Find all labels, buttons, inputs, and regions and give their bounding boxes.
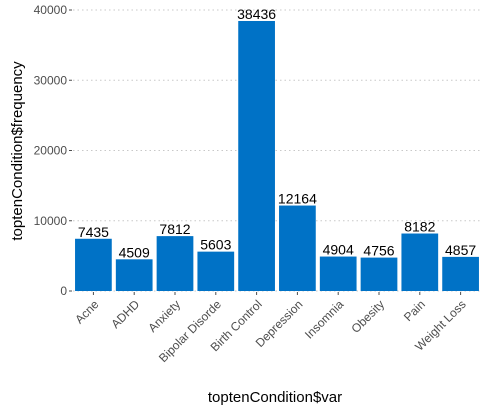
bars <box>75 20 479 292</box>
data-label: 4904 <box>323 242 354 258</box>
bar-adhd <box>115 259 153 291</box>
data-label: 5603 <box>200 237 231 253</box>
x-tick-label: Pain <box>401 297 428 324</box>
data-label: 12164 <box>278 191 317 207</box>
x-tick-label: ADHD <box>108 297 142 331</box>
y-tick-label: 20000 <box>34 144 68 158</box>
bar-acne <box>75 238 112 291</box>
data-label: 38436 <box>237 6 276 22</box>
x-tick-label: Anxiety <box>145 297 183 335</box>
y-tick-label: 40000 <box>34 3 68 17</box>
bar-depression <box>279 205 316 291</box>
x-tick-label: Acne <box>72 297 101 326</box>
x-tick-label: Insomnia <box>302 297 347 342</box>
y-axis-ticks: 0 10000 20000 30000 40000 <box>34 3 72 298</box>
bar-bipolar-disorde <box>197 251 235 291</box>
data-label: 8182 <box>404 219 435 235</box>
data-labels: 7435 4509 7812 5603 38436 12164 4904 4756 8182 48… <box>78 6 477 260</box>
bar-insomnia <box>319 256 357 291</box>
y-tick-label: 30000 <box>34 73 68 87</box>
data-label: 7812 <box>159 221 190 237</box>
y-tick-label: 10000 <box>34 214 68 228</box>
x-axis-title: toptenCondition$var <box>208 389 342 406</box>
bar-weight-loss <box>442 256 479 291</box>
data-label: 4509 <box>119 244 150 260</box>
y-tick-label: 0 <box>60 284 67 298</box>
bar-pain <box>401 233 439 291</box>
bar-obesity <box>360 257 398 291</box>
data-label: 4756 <box>363 243 394 259</box>
data-label: 7435 <box>78 224 109 240</box>
y-axis-title: toptenCondition$frequency <box>9 61 26 241</box>
bar-birth-control <box>238 20 275 292</box>
bar-anxiety <box>156 236 194 291</box>
x-tick-label: Obesity <box>348 297 387 336</box>
data-label: 4857 <box>445 242 476 258</box>
